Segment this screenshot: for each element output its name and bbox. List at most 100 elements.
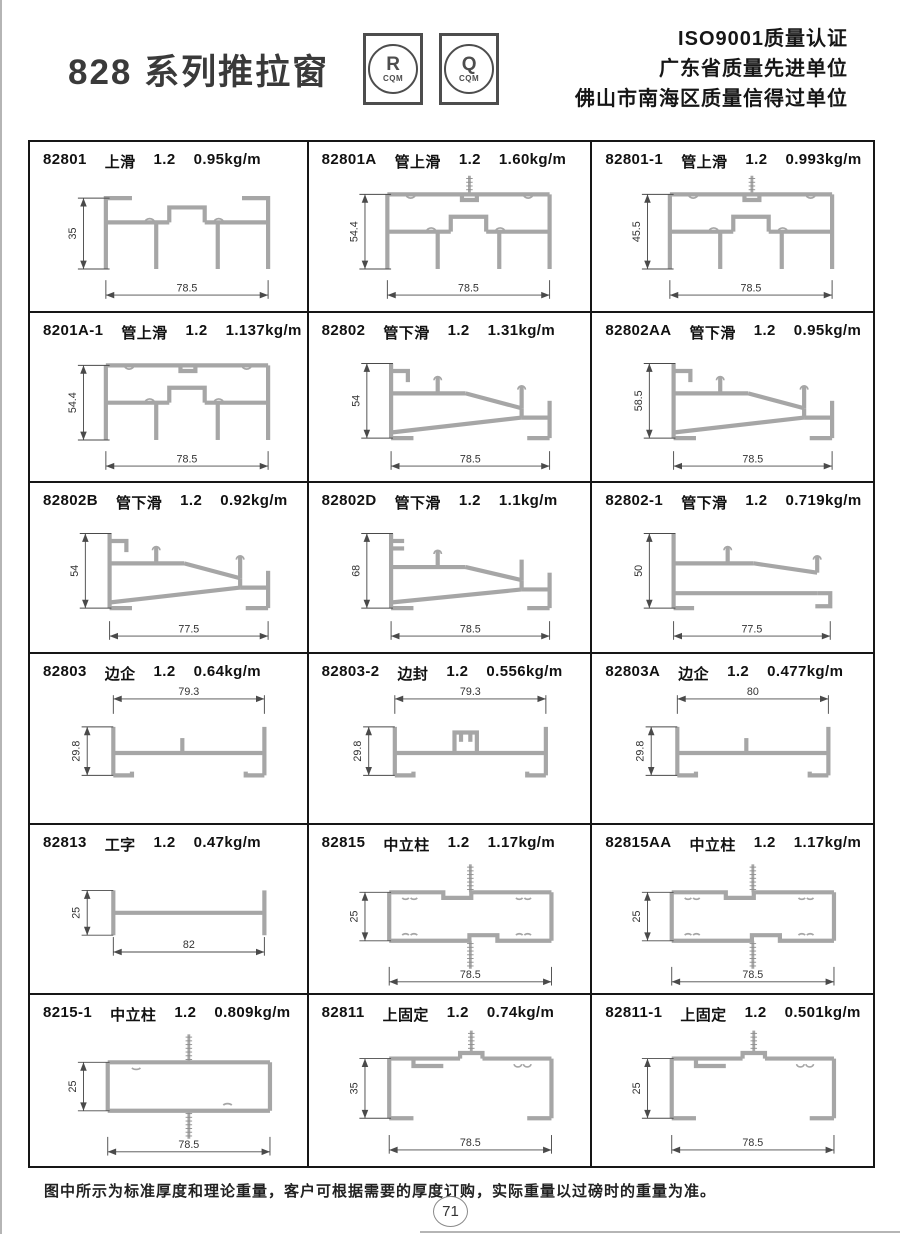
profile-weight: 0.74kg/m	[486, 1004, 555, 1022]
svg-text:35: 35	[67, 228, 79, 240]
profile-weight: 0.719kg/m	[785, 492, 862, 510]
profile-weight: 0.47kg/m	[193, 833, 261, 851]
profile-cell: 8215-1 中立柱 1.2 0.809kg/m 25 78.5	[30, 995, 309, 1166]
svg-text:45.5: 45.5	[631, 221, 643, 242]
cert-badges: R CQM Q CQM	[363, 33, 500, 105]
profile-code: 82811	[321, 1004, 365, 1022]
svg-text:78.5: 78.5	[460, 453, 481, 465]
svg-text:29.8: 29.8	[352, 741, 364, 762]
profile-name: 边封	[397, 666, 429, 683]
profile-cell: 82802B 管下滑 1.2 0.92kg/m 54 77.5	[30, 483, 309, 654]
svg-text:77.5: 77.5	[742, 624, 763, 636]
profile-cell: 8201A-1 管上滑 1.2 1.137kg/m 54.4 78.5	[30, 312, 309, 484]
certification-line: ISO9001质量认证	[678, 28, 848, 50]
certification-line: 广东省质量先进单位	[659, 58, 848, 80]
profile-cell: 82801A 管上滑 1.2 1.60kg/m 54.4 78.5	[308, 142, 593, 313]
profile-name: 中立柱	[110, 1007, 157, 1025]
profile-header: 82801 上滑 1.2 0.95kg/m	[30, 144, 307, 172]
svg-text:78.5: 78.5	[743, 1138, 764, 1150]
profile-header: 82803 边企 1.2 0.64kg/m	[30, 656, 307, 684]
profile-code: 82811-1	[605, 1004, 663, 1022]
profile-thickness: 1.2	[727, 663, 750, 680]
profile-drawing: 25 78.5	[348, 863, 554, 986]
profile-weight: 0.64kg/m	[193, 663, 261, 680]
profile-header: 82811-1 上固定 1.2 0.501kg/m	[592, 997, 873, 1025]
profile-cell: 82802AA 管下滑 1.2 0.95kg/m 58.5 78.5	[592, 313, 873, 484]
profile-drawing: 29.8 79.3	[71, 686, 267, 778]
profile-name: 管上滑	[681, 154, 728, 171]
profile-code: 82815AA	[605, 833, 672, 851]
cert-badge-r: R CQM	[363, 33, 424, 105]
svg-text:25: 25	[631, 910, 643, 922]
svg-text:82: 82	[183, 939, 195, 951]
profile-cell: 82811 上固定 1.2 0.74kg/m 35 78.5	[309, 995, 593, 1166]
profile-weight: 0.809kg/m	[214, 1004, 291, 1022]
cert-badge-q: Q CQM	[439, 33, 500, 105]
svg-text:54.4: 54.4	[348, 221, 360, 242]
svg-text:78.5: 78.5	[743, 969, 764, 981]
profile-weight: 1.60kg/m	[498, 151, 567, 168]
profile-code: 82802B	[43, 492, 98, 510]
profile-header: 82813 工字 1.2 0.47kg/m	[30, 827, 307, 855]
profile-drawing: 29.8 80	[635, 686, 831, 778]
profile-cell: 82801 上滑 1.2 0.95kg/m 35 78.5	[30, 142, 309, 313]
profile-code: 8215-1	[43, 1004, 93, 1022]
profile-code: 82803A	[605, 663, 661, 680]
profile-cell: 82803A 边企 1.2 0.477kg/m 29.8 80	[592, 654, 873, 825]
profile-thickness: 1.2	[458, 151, 481, 168]
scan-edge-left	[0, 0, 2, 1234]
profile-header: 82803A 边企 1.2 0.477kg/m	[592, 656, 873, 684]
page-title: 828 系列推拉窗	[68, 52, 330, 92]
profile-code: 82801A	[321, 151, 377, 168]
profile-code: 82802	[321, 321, 366, 339]
profile-thickness: 1.2	[153, 663, 176, 680]
certifications: ISO9001质量认证 广东省质量先进单位 佛山市南海区质量信得过单位	[575, 24, 848, 114]
profile-grid: 82801 上滑 1.2 0.95kg/m 35 78.5 82801A 管上滑 …	[28, 140, 875, 1168]
svg-text:78.5: 78.5	[177, 453, 198, 465]
profile-code: 82801-1	[605, 151, 664, 168]
svg-text:25: 25	[67, 1081, 79, 1093]
page-header: 828 系列推拉窗 R CQM Q CQM ISO9001质量认证 广东省质量先…	[0, 0, 900, 132]
svg-text:78.5: 78.5	[460, 624, 481, 636]
profile-thickness: 1.2	[174, 1004, 197, 1022]
profile-code: 82802-1	[605, 492, 664, 510]
profile-weight: 0.95kg/m	[193, 151, 261, 168]
profile-code: 82802D	[321, 492, 377, 510]
profile-weight: 0.95kg/m	[793, 321, 862, 339]
profile-thickness: 1.2	[458, 492, 481, 510]
profile-thickness: 1.2	[153, 833, 176, 851]
profile-header: 82801-1 管上滑 1.2 0.993kg/m	[592, 144, 873, 172]
profile-name: 工字	[104, 836, 136, 854]
badge-sub: CQM	[459, 73, 480, 83]
profile-weight: 0.477kg/m	[767, 663, 844, 680]
profile-weight: 0.501kg/m	[784, 1004, 861, 1022]
profile-header: 82802-1 管下滑 1.2 0.719kg/m	[592, 485, 873, 513]
svg-text:25: 25	[631, 1083, 643, 1095]
svg-text:29.8: 29.8	[71, 741, 83, 762]
page-number: 71	[433, 1196, 468, 1227]
profile-name: 管下滑	[383, 324, 430, 342]
profile-header: 82802B 管下滑 1.2 0.92kg/m	[30, 485, 307, 513]
badge-letter: Q	[461, 53, 477, 75]
svg-text:25: 25	[348, 910, 360, 922]
svg-text:58.5: 58.5	[633, 390, 645, 411]
profile-drawing: 58.5 78.5	[633, 362, 835, 470]
profile-cell: 82802 管下滑 1.2 1.31kg/m 54 78.5	[308, 312, 593, 484]
profile-thickness: 1.2	[744, 1004, 767, 1022]
scan-edge-bottom	[420, 1231, 900, 1233]
profile-header: 82815 中立柱 1.2 1.17kg/m	[309, 827, 591, 855]
svg-text:80: 80	[747, 686, 759, 698]
footer-note: 图中所示为标准厚度和理论重量，客户可根据需要的厚度订购，实际重量以过磅时的重量为…	[44, 1183, 717, 1200]
svg-text:54.4: 54.4	[67, 392, 79, 413]
profile-drawing: 68 78.5	[350, 533, 552, 641]
profile-weight: 1.137kg/m	[225, 321, 302, 339]
badge-letter: R	[386, 53, 400, 75]
profile-thickness: 1.2	[185, 321, 208, 339]
profile-drawing: 50 77.5	[633, 533, 833, 641]
profile-drawing: 54 77.5	[69, 533, 271, 641]
profile-code: 82803	[43, 663, 87, 680]
profile-code: 82815	[321, 833, 366, 851]
profile-code: 82803-2	[321, 663, 380, 680]
profile-header: 82815AA 中立柱 1.2 1.17kg/m	[592, 827, 873, 855]
profile-drawing: 35 78.5	[67, 196, 271, 299]
